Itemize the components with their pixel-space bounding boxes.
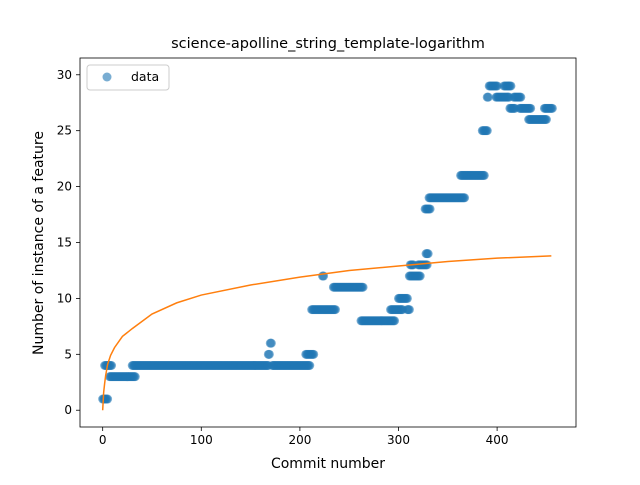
data-point bbox=[482, 126, 492, 136]
legend-label: data bbox=[131, 69, 159, 84]
x-tick-label: 200 bbox=[288, 433, 311, 447]
y-tick-label: 30 bbox=[57, 68, 72, 82]
x-tick-label: 0 bbox=[99, 433, 107, 447]
chart-title: science-apolline_string_template-logarit… bbox=[171, 36, 485, 52]
data-point bbox=[130, 372, 140, 382]
data-point bbox=[390, 316, 400, 326]
data-point bbox=[107, 361, 117, 370]
x-tick-label: 300 bbox=[387, 433, 410, 447]
x-axis: 0 100 200 300 400 bbox=[99, 427, 509, 447]
x-tick-label: 100 bbox=[190, 433, 213, 447]
data-point bbox=[460, 193, 470, 203]
data-point bbox=[547, 103, 557, 113]
fit-line bbox=[101, 255, 552, 411]
data-point bbox=[103, 394, 113, 404]
data-point bbox=[506, 81, 516, 91]
legend-box bbox=[86, 64, 170, 91]
data-point bbox=[516, 92, 526, 102]
data-point bbox=[404, 305, 414, 315]
data-point bbox=[541, 115, 551, 124]
x-axis-title: Commit number bbox=[271, 456, 385, 472]
y-axis: 0 5 10 15 20 25 30 bbox=[57, 68, 80, 417]
data-point bbox=[305, 361, 315, 370]
legend: data bbox=[86, 64, 170, 91]
data-point bbox=[264, 349, 274, 359]
legend-marker bbox=[102, 72, 112, 82]
y-tick-label: 5 bbox=[64, 347, 72, 361]
data-point bbox=[526, 103, 536, 113]
data-point bbox=[358, 282, 368, 292]
data-point bbox=[422, 260, 432, 270]
scatter-points bbox=[98, 81, 557, 404]
plot-frame bbox=[79, 57, 577, 428]
data-point bbox=[479, 170, 489, 180]
data-point bbox=[415, 271, 425, 281]
data-point bbox=[330, 305, 340, 315]
data-point bbox=[266, 338, 276, 348]
y-tick-label: 0 bbox=[64, 403, 72, 417]
data-point bbox=[309, 349, 319, 359]
x-tick-label: 400 bbox=[486, 433, 509, 447]
data-point bbox=[492, 81, 502, 91]
data-point bbox=[483, 92, 493, 102]
y-axis-title: Number of instance of a feature bbox=[31, 131, 47, 355]
data-point bbox=[423, 249, 433, 259]
y-tick-label: 15 bbox=[57, 236, 72, 250]
data-point bbox=[402, 293, 412, 303]
data-point bbox=[425, 204, 435, 214]
y-tick-label: 20 bbox=[57, 180, 72, 194]
y-tick-label: 10 bbox=[57, 291, 72, 305]
y-tick-label: 25 bbox=[57, 124, 72, 138]
